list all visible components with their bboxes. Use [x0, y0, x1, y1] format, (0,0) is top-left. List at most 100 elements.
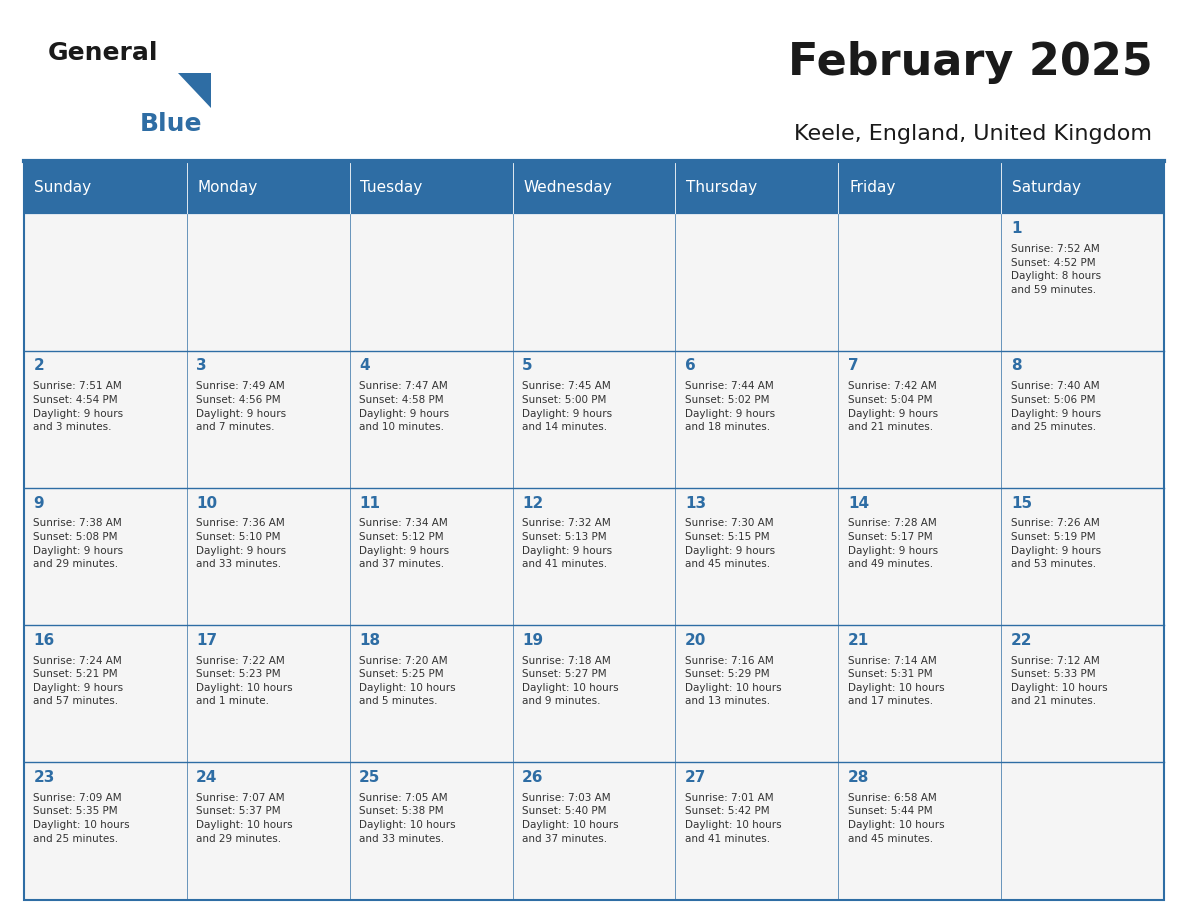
Text: Sunrise: 7:14 AM
Sunset: 5:31 PM
Daylight: 10 hours
and 17 minutes.: Sunrise: 7:14 AM Sunset: 5:31 PM Dayligh… [848, 655, 944, 707]
Bar [1001, 625, 1164, 763]
Text: Sunrise: 7:09 AM
Sunset: 5:35 PM
Daylight: 10 hours
and 25 minutes.: Sunrise: 7:09 AM Sunset: 5:35 PM Dayligh… [33, 793, 129, 844]
Text: Sunrise: 7:47 AM
Sunset: 4:58 PM
Daylight: 9 hours
and 10 minutes.: Sunrise: 7:47 AM Sunset: 4:58 PM Dayligh… [359, 381, 449, 432]
Text: Sunrise: 7:12 AM
Sunset: 5:33 PM
Daylight: 10 hours
and 21 minutes.: Sunrise: 7:12 AM Sunset: 5:33 PM Dayligh… [1011, 655, 1107, 707]
Text: Sunrise: 7:34 AM
Sunset: 5:12 PM
Daylight: 9 hours
and 37 minutes.: Sunrise: 7:34 AM Sunset: 5:12 PM Dayligh… [359, 519, 449, 569]
Text: Sunrise: 7:18 AM
Sunset: 5:27 PM
Daylight: 10 hours
and 9 minutes.: Sunrise: 7:18 AM Sunset: 5:27 PM Dayligh… [522, 655, 619, 707]
Text: Sunrise: 7:44 AM
Sunset: 5:02 PM
Daylight: 9 hours
and 18 minutes.: Sunrise: 7:44 AM Sunset: 5:02 PM Dayligh… [685, 381, 775, 432]
Bar [1001, 214, 1164, 351]
Text: 18: 18 [359, 633, 380, 648]
Bar [187, 763, 349, 900]
Text: 9: 9 [33, 496, 44, 510]
Text: 22: 22 [1011, 633, 1032, 648]
Text: Sunrise: 7:07 AM
Sunset: 5:37 PM
Daylight: 10 hours
and 29 minutes.: Sunrise: 7:07 AM Sunset: 5:37 PM Dayligh… [196, 793, 292, 844]
Bar [24, 763, 187, 900]
Text: Blue: Blue [140, 112, 203, 136]
Text: 19: 19 [522, 633, 543, 648]
Text: 2: 2 [33, 358, 44, 374]
Text: 15: 15 [1011, 496, 1032, 510]
Bar [512, 161, 676, 214]
Bar [676, 214, 839, 351]
Text: 16: 16 [33, 633, 55, 648]
Text: Sunrise: 7:01 AM
Sunset: 5:42 PM
Daylight: 10 hours
and 41 minutes.: Sunrise: 7:01 AM Sunset: 5:42 PM Dayligh… [685, 793, 782, 844]
Bar [839, 214, 1001, 351]
Text: 11: 11 [359, 496, 380, 510]
Text: Sunday: Sunday [34, 180, 91, 195]
Text: Saturday: Saturday [1012, 180, 1081, 195]
Text: Sunrise: 7:36 AM
Sunset: 5:10 PM
Daylight: 9 hours
and 33 minutes.: Sunrise: 7:36 AM Sunset: 5:10 PM Dayligh… [196, 519, 286, 569]
Text: Sunrise: 7:20 AM
Sunset: 5:25 PM
Daylight: 10 hours
and 5 minutes.: Sunrise: 7:20 AM Sunset: 5:25 PM Dayligh… [359, 655, 456, 707]
Text: Sunrise: 7:42 AM
Sunset: 5:04 PM
Daylight: 9 hours
and 21 minutes.: Sunrise: 7:42 AM Sunset: 5:04 PM Dayligh… [848, 381, 939, 432]
Bar [24, 488, 187, 625]
Bar [839, 161, 1001, 214]
Text: Sunrise: 7:24 AM
Sunset: 5:21 PM
Daylight: 9 hours
and 57 minutes.: Sunrise: 7:24 AM Sunset: 5:21 PM Dayligh… [33, 655, 124, 707]
Text: Sunrise: 7:26 AM
Sunset: 5:19 PM
Daylight: 9 hours
and 53 minutes.: Sunrise: 7:26 AM Sunset: 5:19 PM Dayligh… [1011, 519, 1101, 569]
Text: 20: 20 [685, 633, 707, 648]
Bar [512, 351, 676, 488]
Bar [512, 625, 676, 763]
Text: 13: 13 [685, 496, 706, 510]
Text: 24: 24 [196, 770, 217, 785]
Text: Sunrise: 7:51 AM
Sunset: 4:54 PM
Daylight: 9 hours
and 3 minutes.: Sunrise: 7:51 AM Sunset: 4:54 PM Dayligh… [33, 381, 124, 432]
Text: 6: 6 [685, 358, 696, 374]
Bar [676, 763, 839, 900]
Bar [24, 161, 187, 214]
Bar [349, 161, 512, 214]
Text: 12: 12 [522, 496, 543, 510]
Text: Sunrise: 7:45 AM
Sunset: 5:00 PM
Daylight: 9 hours
and 14 minutes.: Sunrise: 7:45 AM Sunset: 5:00 PM Dayligh… [522, 381, 612, 432]
Text: 1: 1 [1011, 221, 1022, 236]
Bar [1001, 763, 1164, 900]
Text: 4: 4 [359, 358, 369, 374]
Bar [24, 351, 187, 488]
Text: Sunrise: 7:38 AM
Sunset: 5:08 PM
Daylight: 9 hours
and 29 minutes.: Sunrise: 7:38 AM Sunset: 5:08 PM Dayligh… [33, 519, 124, 569]
Text: 28: 28 [848, 770, 870, 785]
Text: February 2025: February 2025 [788, 41, 1152, 84]
Text: 17: 17 [196, 633, 217, 648]
Text: Sunrise: 7:30 AM
Sunset: 5:15 PM
Daylight: 9 hours
and 45 minutes.: Sunrise: 7:30 AM Sunset: 5:15 PM Dayligh… [685, 519, 775, 569]
Bar [839, 763, 1001, 900]
Text: 14: 14 [848, 496, 868, 510]
Text: 5: 5 [522, 358, 532, 374]
Text: Sunrise: 7:49 AM
Sunset: 4:56 PM
Daylight: 9 hours
and 7 minutes.: Sunrise: 7:49 AM Sunset: 4:56 PM Dayligh… [196, 381, 286, 432]
Bar [187, 161, 349, 214]
Text: Thursday: Thursday [687, 180, 757, 195]
Bar [1001, 488, 1164, 625]
Text: 27: 27 [685, 770, 707, 785]
Text: Sunrise: 7:32 AM
Sunset: 5:13 PM
Daylight: 9 hours
and 41 minutes.: Sunrise: 7:32 AM Sunset: 5:13 PM Dayligh… [522, 519, 612, 569]
Bar [839, 625, 1001, 763]
Bar [187, 351, 349, 488]
Text: Sunrise: 7:05 AM
Sunset: 5:38 PM
Daylight: 10 hours
and 33 minutes.: Sunrise: 7:05 AM Sunset: 5:38 PM Dayligh… [359, 793, 456, 844]
Text: 25: 25 [359, 770, 380, 785]
Text: Sunrise: 7:16 AM
Sunset: 5:29 PM
Daylight: 10 hours
and 13 minutes.: Sunrise: 7:16 AM Sunset: 5:29 PM Dayligh… [685, 655, 782, 707]
Bar [676, 351, 839, 488]
Text: Sunrise: 6:58 AM
Sunset: 5:44 PM
Daylight: 10 hours
and 45 minutes.: Sunrise: 6:58 AM Sunset: 5:44 PM Dayligh… [848, 793, 944, 844]
Text: Sunrise: 7:28 AM
Sunset: 5:17 PM
Daylight: 9 hours
and 49 minutes.: Sunrise: 7:28 AM Sunset: 5:17 PM Dayligh… [848, 519, 939, 569]
Text: Tuesday: Tuesday [360, 180, 423, 195]
Bar [187, 214, 349, 351]
Text: 10: 10 [196, 496, 217, 510]
Text: 3: 3 [196, 358, 207, 374]
Bar [349, 351, 512, 488]
Bar [512, 488, 676, 625]
Bar [24, 625, 187, 763]
Polygon shape [178, 73, 211, 108]
Text: Sunrise: 7:22 AM
Sunset: 5:23 PM
Daylight: 10 hours
and 1 minute.: Sunrise: 7:22 AM Sunset: 5:23 PM Dayligh… [196, 655, 292, 707]
Text: Friday: Friday [849, 180, 896, 195]
Bar [512, 763, 676, 900]
Bar [349, 488, 512, 625]
Bar [839, 488, 1001, 625]
Bar [187, 488, 349, 625]
Bar [676, 161, 839, 214]
Bar [187, 625, 349, 763]
Text: 7: 7 [848, 358, 859, 374]
Bar [839, 351, 1001, 488]
Text: 23: 23 [33, 770, 55, 785]
Bar [24, 214, 187, 351]
Bar [676, 488, 839, 625]
Bar [512, 214, 676, 351]
Bar [349, 214, 512, 351]
Bar [676, 625, 839, 763]
Text: Sunrise: 7:03 AM
Sunset: 5:40 PM
Daylight: 10 hours
and 37 minutes.: Sunrise: 7:03 AM Sunset: 5:40 PM Dayligh… [522, 793, 619, 844]
Text: Wednesday: Wednesday [523, 180, 612, 195]
Text: General: General [48, 41, 158, 65]
Bar [349, 763, 512, 900]
